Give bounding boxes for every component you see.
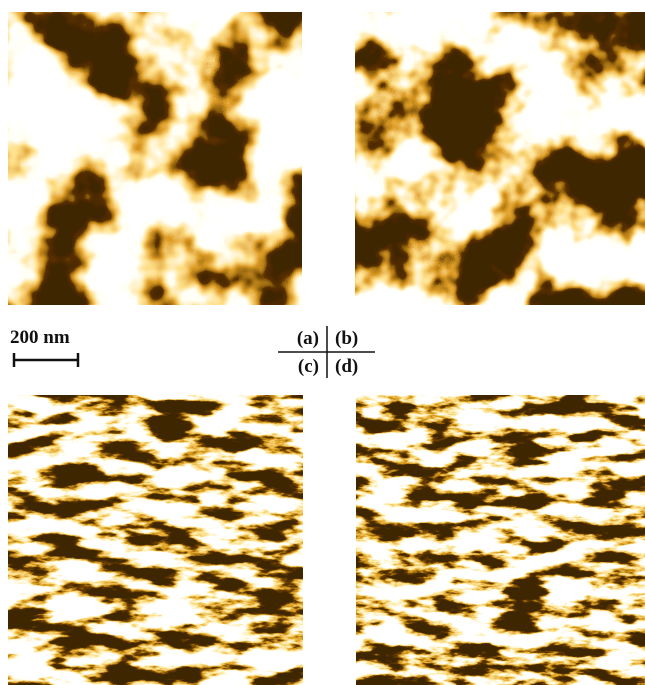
panel-label: (c): [298, 356, 319, 377]
afm-image-c: [8, 395, 303, 685]
scale-bar-label: 200 nm: [10, 327, 70, 348]
scale-bar: [14, 353, 78, 367]
afm-image-a: [8, 12, 302, 305]
panel-label: (b): [335, 328, 358, 349]
panel-key-cross: [278, 326, 375, 378]
figure: 200 nm (a) (b) (c) (d): [0, 0, 645, 685]
panel-label: (d): [335, 356, 358, 377]
afm-image-b: [355, 12, 645, 305]
afm-image-d: [356, 395, 645, 685]
panel-label: (a): [297, 328, 319, 349]
